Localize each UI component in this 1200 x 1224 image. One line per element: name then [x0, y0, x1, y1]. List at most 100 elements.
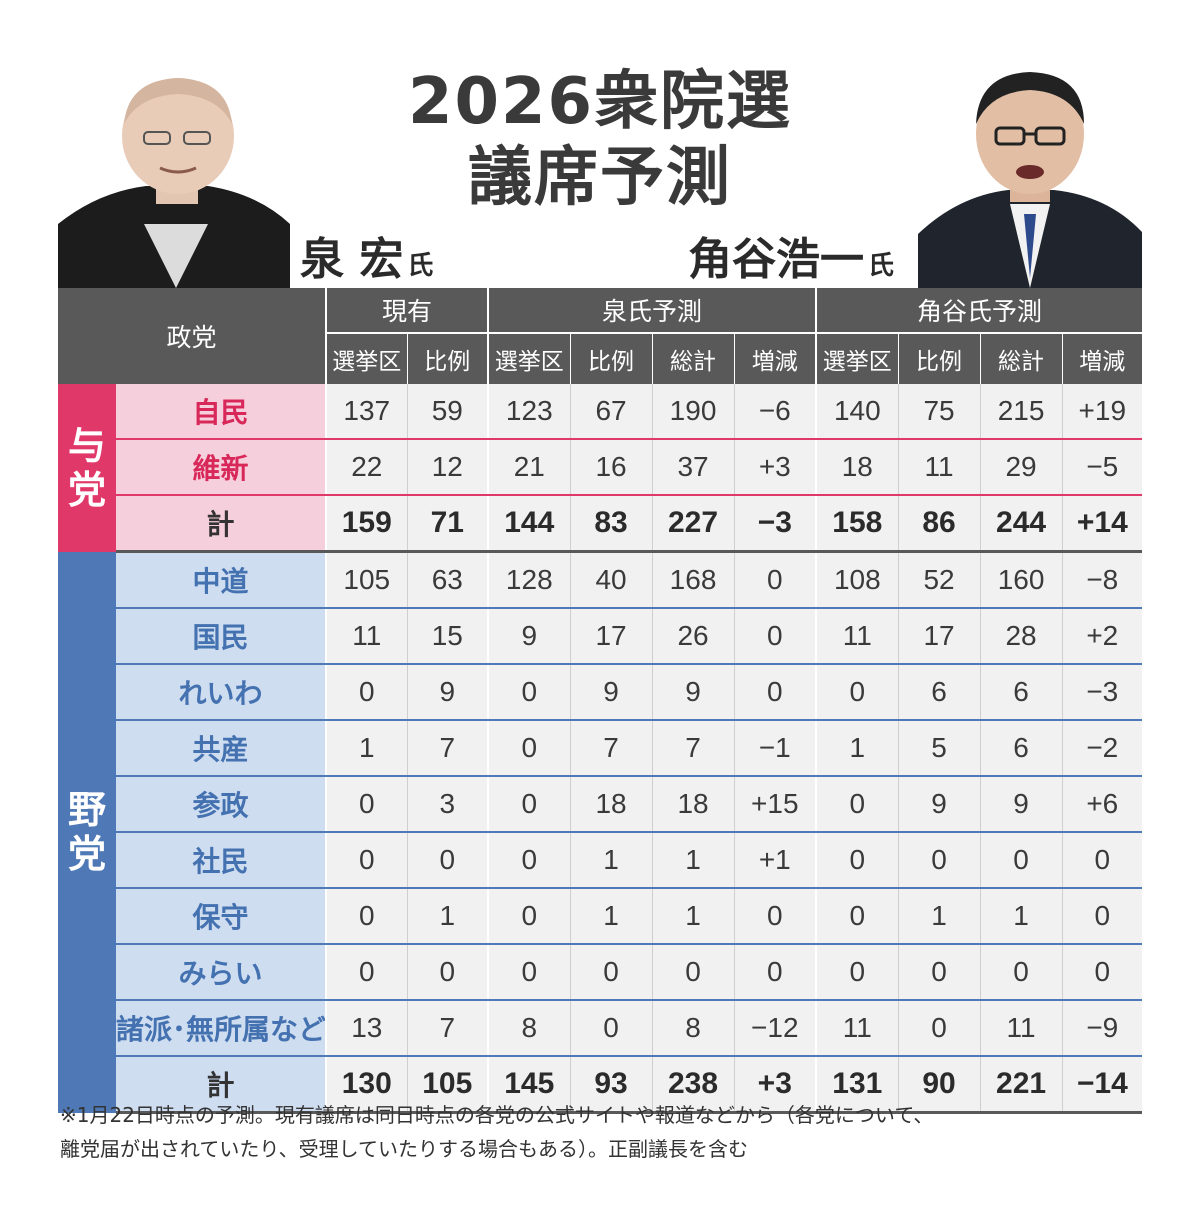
table-cell: 0 — [979, 944, 1063, 1001]
table-cell: 21 — [487, 439, 571, 496]
table-cell: 86 — [897, 495, 981, 553]
portrait-left-photo — [58, 74, 290, 288]
table-cell: 0 — [897, 1000, 981, 1057]
table-cell: 0 — [733, 944, 817, 1001]
table-cell: 131 — [815, 1056, 899, 1114]
table-cell: 1 — [569, 888, 653, 945]
table-cell: 9 — [897, 776, 981, 833]
table-cell: 26 — [651, 608, 735, 665]
table-row: 保守 0 1 0 1 1 0 0 1 1 0 — [58, 888, 1143, 945]
table-cell: 0 — [325, 832, 408, 889]
party-name: 維新 — [116, 439, 327, 496]
table-cell: −3 — [1061, 664, 1143, 721]
col-header-current-pr: 比例 — [406, 333, 489, 384]
table-cell: 0 — [815, 664, 899, 721]
table-cell: 7 — [406, 720, 489, 777]
opp-total-row: 計 130 105 145 93 238 +3 131 90 221 −14 — [58, 1056, 1143, 1114]
title-line-1: 2026衆院選 — [407, 65, 793, 139]
party-name: 共産 — [116, 720, 327, 777]
party-column-header: 政党 — [58, 288, 328, 384]
table-cell: 1 — [569, 832, 653, 889]
table-cell: 6 — [897, 664, 981, 721]
table-cell: +15 — [733, 776, 817, 833]
table-cell: 0 — [325, 944, 408, 1001]
table-cell: 123 — [487, 384, 571, 440]
table-cell: 0 — [487, 832, 571, 889]
table-cell: 8 — [651, 1000, 735, 1057]
table-cell: 28 — [979, 608, 1063, 665]
table-cell: 0 — [325, 776, 408, 833]
table-cell: 29 — [979, 439, 1063, 496]
table-row: みらい 0 0 0 0 0 0 0 0 0 0 — [58, 944, 1143, 1001]
party-name: みらい — [116, 944, 327, 1001]
table-cell: 6 — [979, 720, 1063, 777]
table-cell: 9 — [406, 664, 489, 721]
table-cell: 11 — [897, 439, 981, 496]
table-cell: 37 — [651, 439, 735, 496]
table-cell: 140 — [815, 384, 899, 440]
table-cell: 22 — [325, 439, 408, 496]
table-cell: 0 — [1061, 888, 1143, 945]
footnote-line-1: ※1月22日時点の予測。現有議席は同日時点の各党の公式サイトや報道などから（各党… — [60, 1103, 934, 1127]
table-cell: 160 — [979, 551, 1063, 609]
table-cell: 1 — [979, 888, 1063, 945]
table-cell: 90 — [897, 1056, 981, 1114]
table-cell: 16 — [569, 439, 653, 496]
person-name-left-suffix: 氏 — [407, 251, 434, 281]
table-row: 参政 0 3 0 18 18 +15 0 9 9 +6 — [58, 776, 1143, 833]
footnote-line-2: 離党届が出されていたり、受理していたりする場合もある）。正副議長を含む — [60, 1137, 748, 1161]
table-cell: 0 — [487, 888, 571, 945]
table-cell: 0 — [815, 888, 899, 945]
table-cell: −5 — [1061, 439, 1143, 496]
table-cell: +14 — [1061, 495, 1143, 553]
table-cell: +19 — [1061, 384, 1143, 440]
table-cell: 7 — [651, 720, 735, 777]
table-cell: −14 — [1061, 1056, 1143, 1114]
table-cell: 0 — [487, 720, 571, 777]
col-header-izumi-change: 増減 — [733, 333, 817, 384]
table-cell: 0 — [897, 832, 981, 889]
opposition-bloc-label: 野党 — [58, 551, 116, 1113]
party-name: 中道 — [116, 551, 327, 609]
table-row: れいわ 0 9 0 9 9 0 0 6 6 −3 — [58, 664, 1143, 721]
table-row: 維新 22 12 21 16 37 +3 18 11 29 −5 — [58, 439, 1143, 496]
table-cell: 0 — [569, 1000, 653, 1057]
table-cell: 15 — [406, 608, 489, 665]
table-row: 社民 0 0 0 1 1 +1 0 0 0 0 — [58, 832, 1143, 889]
opposition-bloc-label-text: 野党 — [68, 788, 107, 876]
group-header-izumi: 泉氏予測 — [487, 288, 817, 334]
table-cell: 9 — [651, 664, 735, 721]
footnote: ※1月22日時点の予測。現有議席は同日時点の各党の公式サイトや報道などから（各党… — [60, 1098, 1150, 1166]
party-name: 計 — [116, 1056, 327, 1114]
table-cell: 1 — [815, 720, 899, 777]
party-name: 自民 — [116, 384, 327, 440]
seat-forecast-table: 政党 現有 泉氏予測 角谷氏予測 選挙区 比例 選挙区 比例 総計 増減 選挙区… — [58, 288, 1143, 1114]
table-cell: 105 — [325, 551, 408, 609]
table-cell: 63 — [406, 551, 489, 609]
ruling-bloc-label-text: 与党 — [68, 423, 107, 512]
table-cell: 0 — [325, 888, 408, 945]
table-cell: 9 — [569, 664, 653, 721]
table-cell: 190 — [651, 384, 735, 440]
party-name: 計 — [116, 495, 327, 553]
portrait-right-photo — [918, 64, 1142, 288]
table-cell: 0 — [733, 888, 817, 945]
table-cell: 0 — [569, 944, 653, 1001]
table-cell: 8 — [487, 1000, 571, 1057]
table-cell: 52 — [897, 551, 981, 609]
table-cell: +3 — [733, 1056, 817, 1114]
table-cell: 1 — [325, 720, 408, 777]
table-row: 国民 11 15 9 17 26 0 11 17 28 +2 — [58, 608, 1143, 665]
table-cell: 11 — [325, 608, 408, 665]
table-cell: 67 — [569, 384, 653, 440]
table-cell: +1 — [733, 832, 817, 889]
table-cell: 0 — [487, 776, 571, 833]
table-cell: 7 — [406, 1000, 489, 1057]
table-row: 与党 自民 137 59 123 67 190 −6 140 75 215 +19 — [58, 384, 1143, 552]
table-row: 共産 1 7 0 7 7 −1 1 5 6 −2 — [58, 720, 1143, 777]
col-header-sumiya-pr: 比例 — [897, 333, 981, 384]
table-cell: −1 — [733, 720, 817, 777]
table-cell: 1 — [651, 888, 735, 945]
table-cell: 17 — [569, 608, 653, 665]
col-header-sumiya-district: 選挙区 — [815, 333, 899, 384]
